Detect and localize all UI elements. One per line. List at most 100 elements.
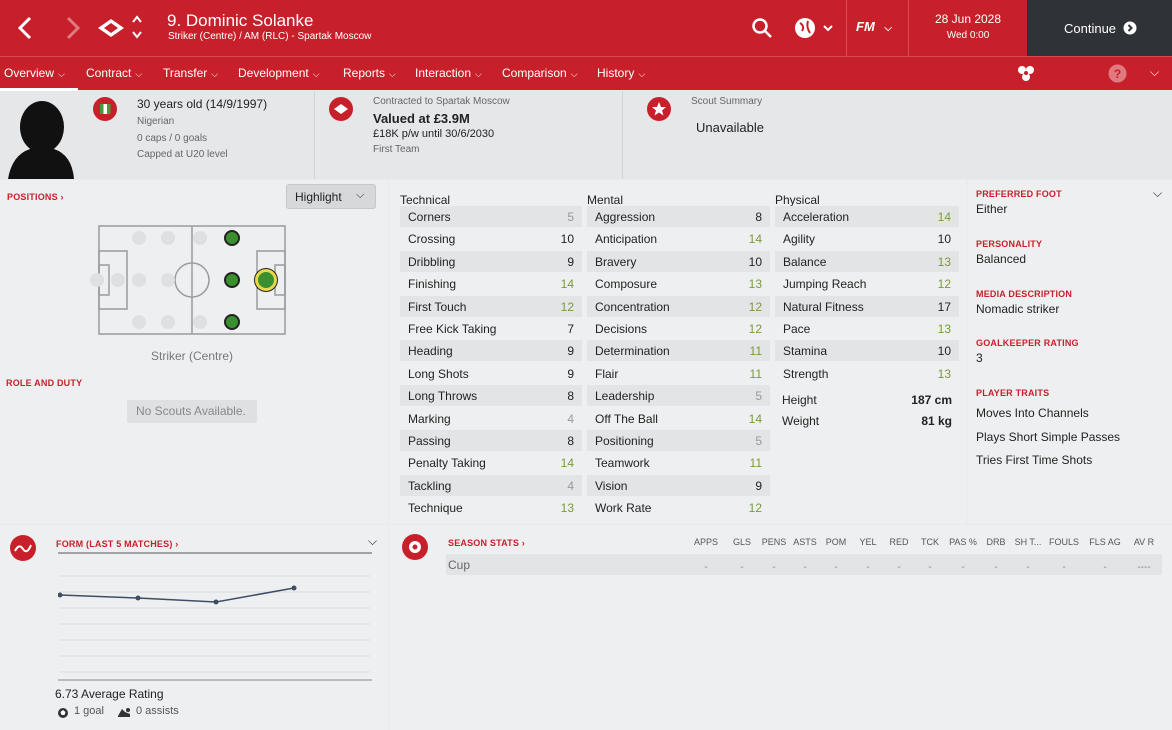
attribute-row-composure[interactable]: Composure 13 xyxy=(587,273,770,294)
stat-column-header[interactable]: GLS xyxy=(732,537,751,547)
tab-contract[interactable]: Contract ⌵ xyxy=(86,66,142,80)
attribute-row-free-kick-taking[interactable]: Free Kick Taking 7 xyxy=(400,318,582,339)
attribute-name: Finishing xyxy=(408,277,457,292)
media-description-value: Nomadic striker xyxy=(976,302,1060,316)
attribute-row-technique[interactable]: Technique 13 xyxy=(400,497,582,518)
attribute-row-heading[interactable]: Heading 9 xyxy=(400,340,582,362)
stat-column-header[interactable]: PENS xyxy=(761,537,787,547)
attribute-row-strength[interactable]: Strength 13 xyxy=(775,363,959,384)
attribute-row-positioning[interactable]: Positioning 5 xyxy=(587,430,770,451)
chevron-down-icon[interactable]: ⌵ xyxy=(1150,65,1160,79)
attribute-row-off-the-ball[interactable]: Off The Ball 14 xyxy=(587,408,770,429)
average-rating: 6.73 Average Rating xyxy=(55,687,164,701)
tab-development[interactable]: Development ⌵ xyxy=(238,66,320,80)
stat-value: - xyxy=(704,562,708,573)
selected-tab-indicator xyxy=(0,88,78,91)
stat-column-header[interactable]: YEL xyxy=(859,537,877,547)
attribute-row-flair[interactable]: Flair 11 xyxy=(587,363,770,384)
attribute-row-stamina[interactable]: Stamina 10 xyxy=(775,340,959,362)
tab-comparison[interactable]: Comparison ⌵ xyxy=(502,66,578,80)
attribute-row-long-throws[interactable]: Long Throws 8 xyxy=(400,385,582,407)
attribute-row-tackling[interactable]: Tackling 4 xyxy=(400,474,582,496)
attribute-row-determination[interactable]: Determination 11 xyxy=(587,340,770,362)
attribute-row-corners[interactable]: Corners 5 xyxy=(400,206,582,227)
attribute-row-aggression[interactable]: Aggression 8 xyxy=(587,206,770,227)
attribute-row-balance[interactable]: Balance 13 xyxy=(775,250,959,272)
stat-column-header[interactable]: ASTS xyxy=(793,537,817,547)
stat-column-header[interactable]: FLS AG xyxy=(1089,537,1121,547)
attribute-row-anticipation[interactable]: Anticipation 14 xyxy=(587,228,770,249)
attribute-row-pace[interactable]: Pace 13 xyxy=(775,318,959,339)
stat-column-header[interactable]: APPS xyxy=(693,537,718,547)
star-icon xyxy=(647,97,671,121)
positions-link[interactable]: POSITIONS › xyxy=(7,192,64,202)
attribute-row-penalty-taking[interactable]: Penalty Taking 14 xyxy=(400,452,582,473)
forward-arrow-icon[interactable] xyxy=(60,14,84,42)
attribute-value: 8 xyxy=(755,210,762,224)
stat-column-header[interactable]: PAS % xyxy=(949,537,977,547)
attribute-row-teamwork[interactable]: Teamwork 11 xyxy=(587,452,770,473)
attribute-row-passing[interactable]: Passing 8 xyxy=(400,430,582,451)
attribute-value: 13 xyxy=(748,277,762,292)
competition-name: Cup xyxy=(448,558,471,572)
attribute-row-finishing[interactable]: Finishing 14 xyxy=(400,273,582,294)
search-icon[interactable] xyxy=(751,17,773,39)
attribute-row-first-touch[interactable]: First Touch 12 xyxy=(400,295,582,317)
attribute-value: 5 xyxy=(755,389,762,404)
stat-column-header[interactable]: FOULS xyxy=(1048,537,1079,547)
attribute-name: Long Throws xyxy=(408,389,478,404)
season-stats-link[interactable]: SEASON STATS › xyxy=(448,538,525,548)
stat-column-header[interactable]: TCK xyxy=(921,537,939,547)
player-value: Valued at £3.9M xyxy=(373,111,470,126)
attribute-row-jumping-reach[interactable]: Jumping Reach 12 xyxy=(775,273,959,294)
stat-value: - xyxy=(772,562,776,573)
attribute-row-vision[interactable]: Vision 9 xyxy=(587,474,770,496)
attribute-row-concentration[interactable]: Concentration 12 xyxy=(587,295,770,317)
attribute-name: Work Rate xyxy=(595,501,652,516)
attribute-row-work-rate[interactable]: Work Rate 12 xyxy=(587,497,770,518)
club-crest-icon xyxy=(96,16,126,40)
attribute-row-long-shots[interactable]: Long Shots 9 xyxy=(400,363,582,384)
attribute-row-dribbling[interactable]: Dribbling 9 xyxy=(400,250,582,272)
attribute-value: 5 xyxy=(755,434,762,448)
season-stats-icon xyxy=(402,534,428,560)
attribute-row-decisions[interactable]: Decisions 12 xyxy=(587,318,770,339)
highlight-dropdown[interactable]: Highlight ⌵ xyxy=(286,184,376,209)
goal-ball-icon xyxy=(57,706,69,718)
attribute-row-crossing[interactable]: Crossing 10 xyxy=(400,228,582,249)
stat-column-header[interactable]: SH T... xyxy=(1014,537,1042,547)
player-silhouette xyxy=(4,97,76,179)
player-switch-icon[interactable] xyxy=(131,14,143,40)
stat-column-header[interactable]: POM xyxy=(825,537,847,547)
attribute-row-leadership[interactable]: Leadership 5 xyxy=(587,385,770,407)
stat-column-header[interactable]: RED xyxy=(889,537,909,547)
tab-interaction[interactable]: Interaction ⌵ xyxy=(415,66,482,80)
season-stats-row[interactable]: Cup xyxy=(446,554,1162,575)
club-badge-icon[interactable] xyxy=(1016,64,1036,84)
attribute-row-bravery[interactable]: Bravery 10 xyxy=(587,250,770,272)
globe-icon[interactable] xyxy=(794,16,836,40)
stat-column-header[interactable]: AV R xyxy=(1133,537,1155,547)
attribute-value: 10 xyxy=(748,254,762,269)
form-link[interactable]: FORM (LAST 5 MATCHES) › xyxy=(56,539,179,549)
chevron-down-icon[interactable]: ⌵ xyxy=(1153,186,1163,200)
attribute-row-marking[interactable]: Marking 4 xyxy=(400,408,582,429)
trait-item: Tries First Time Shots xyxy=(976,453,1093,467)
height-value: 187 cm xyxy=(911,393,952,407)
fm-menu-button[interactable]: FM ⌵ xyxy=(856,19,892,34)
chevron-down-icon[interactable]: ⌵ xyxy=(368,534,378,548)
attribute-value: 14 xyxy=(937,210,951,224)
tab-transfer[interactable]: Transfer ⌵ xyxy=(163,66,218,80)
attribute-row-acceleration[interactable]: Acceleration 14 xyxy=(775,206,959,227)
continue-button[interactable]: Continue xyxy=(1027,0,1172,56)
squad-status: First Team xyxy=(373,144,420,155)
back-arrow-icon[interactable] xyxy=(14,14,38,42)
attribute-value: 8 xyxy=(567,434,574,448)
stat-column-header[interactable]: DRB xyxy=(986,537,1006,547)
tab-reports[interactable]: Reports ⌵ xyxy=(343,66,396,80)
attribute-row-natural-fitness[interactable]: Natural Fitness 17 xyxy=(775,295,959,317)
tab-history[interactable]: History ⌵ xyxy=(597,66,645,80)
tab-overview[interactable]: Overview ⌵ xyxy=(4,66,65,80)
attribute-row-agility[interactable]: Agility 10 xyxy=(775,228,959,249)
help-icon[interactable]: ? xyxy=(1108,64,1127,83)
